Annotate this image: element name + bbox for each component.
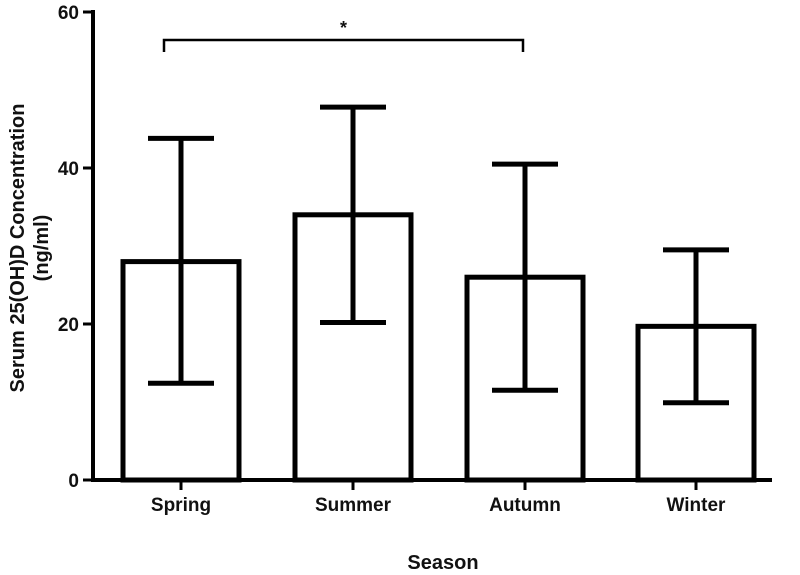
x-tick-label-spring: Spring [151, 495, 211, 516]
x-tick-label-autumn: Autumn [489, 495, 561, 516]
x-tick-label-summer: Summer [315, 495, 392, 516]
y-tick-label: 40 [58, 159, 79, 180]
x-tick-label-winter: Winter [667, 495, 727, 516]
y-axis-title-line1: Serum 25(OH)D Concentration [7, 104, 29, 393]
plot-area: 0 20 40 60 Spring Summer Autumn Winter * [58, 3, 772, 516]
significance-bracket [162, 38, 525, 52]
y-tick-label: 60 [58, 3, 79, 24]
y-axis-title-line2: (ng/ml) [31, 215, 53, 282]
y-axis-title: Serum 25(OH)D Concentration (ng/ml) [7, 104, 53, 393]
y-tick-label: 0 [68, 471, 79, 492]
x-axis-title: Season [407, 552, 478, 574]
y-tick-label: 20 [58, 315, 79, 336]
significance-label: * [340, 18, 347, 38]
